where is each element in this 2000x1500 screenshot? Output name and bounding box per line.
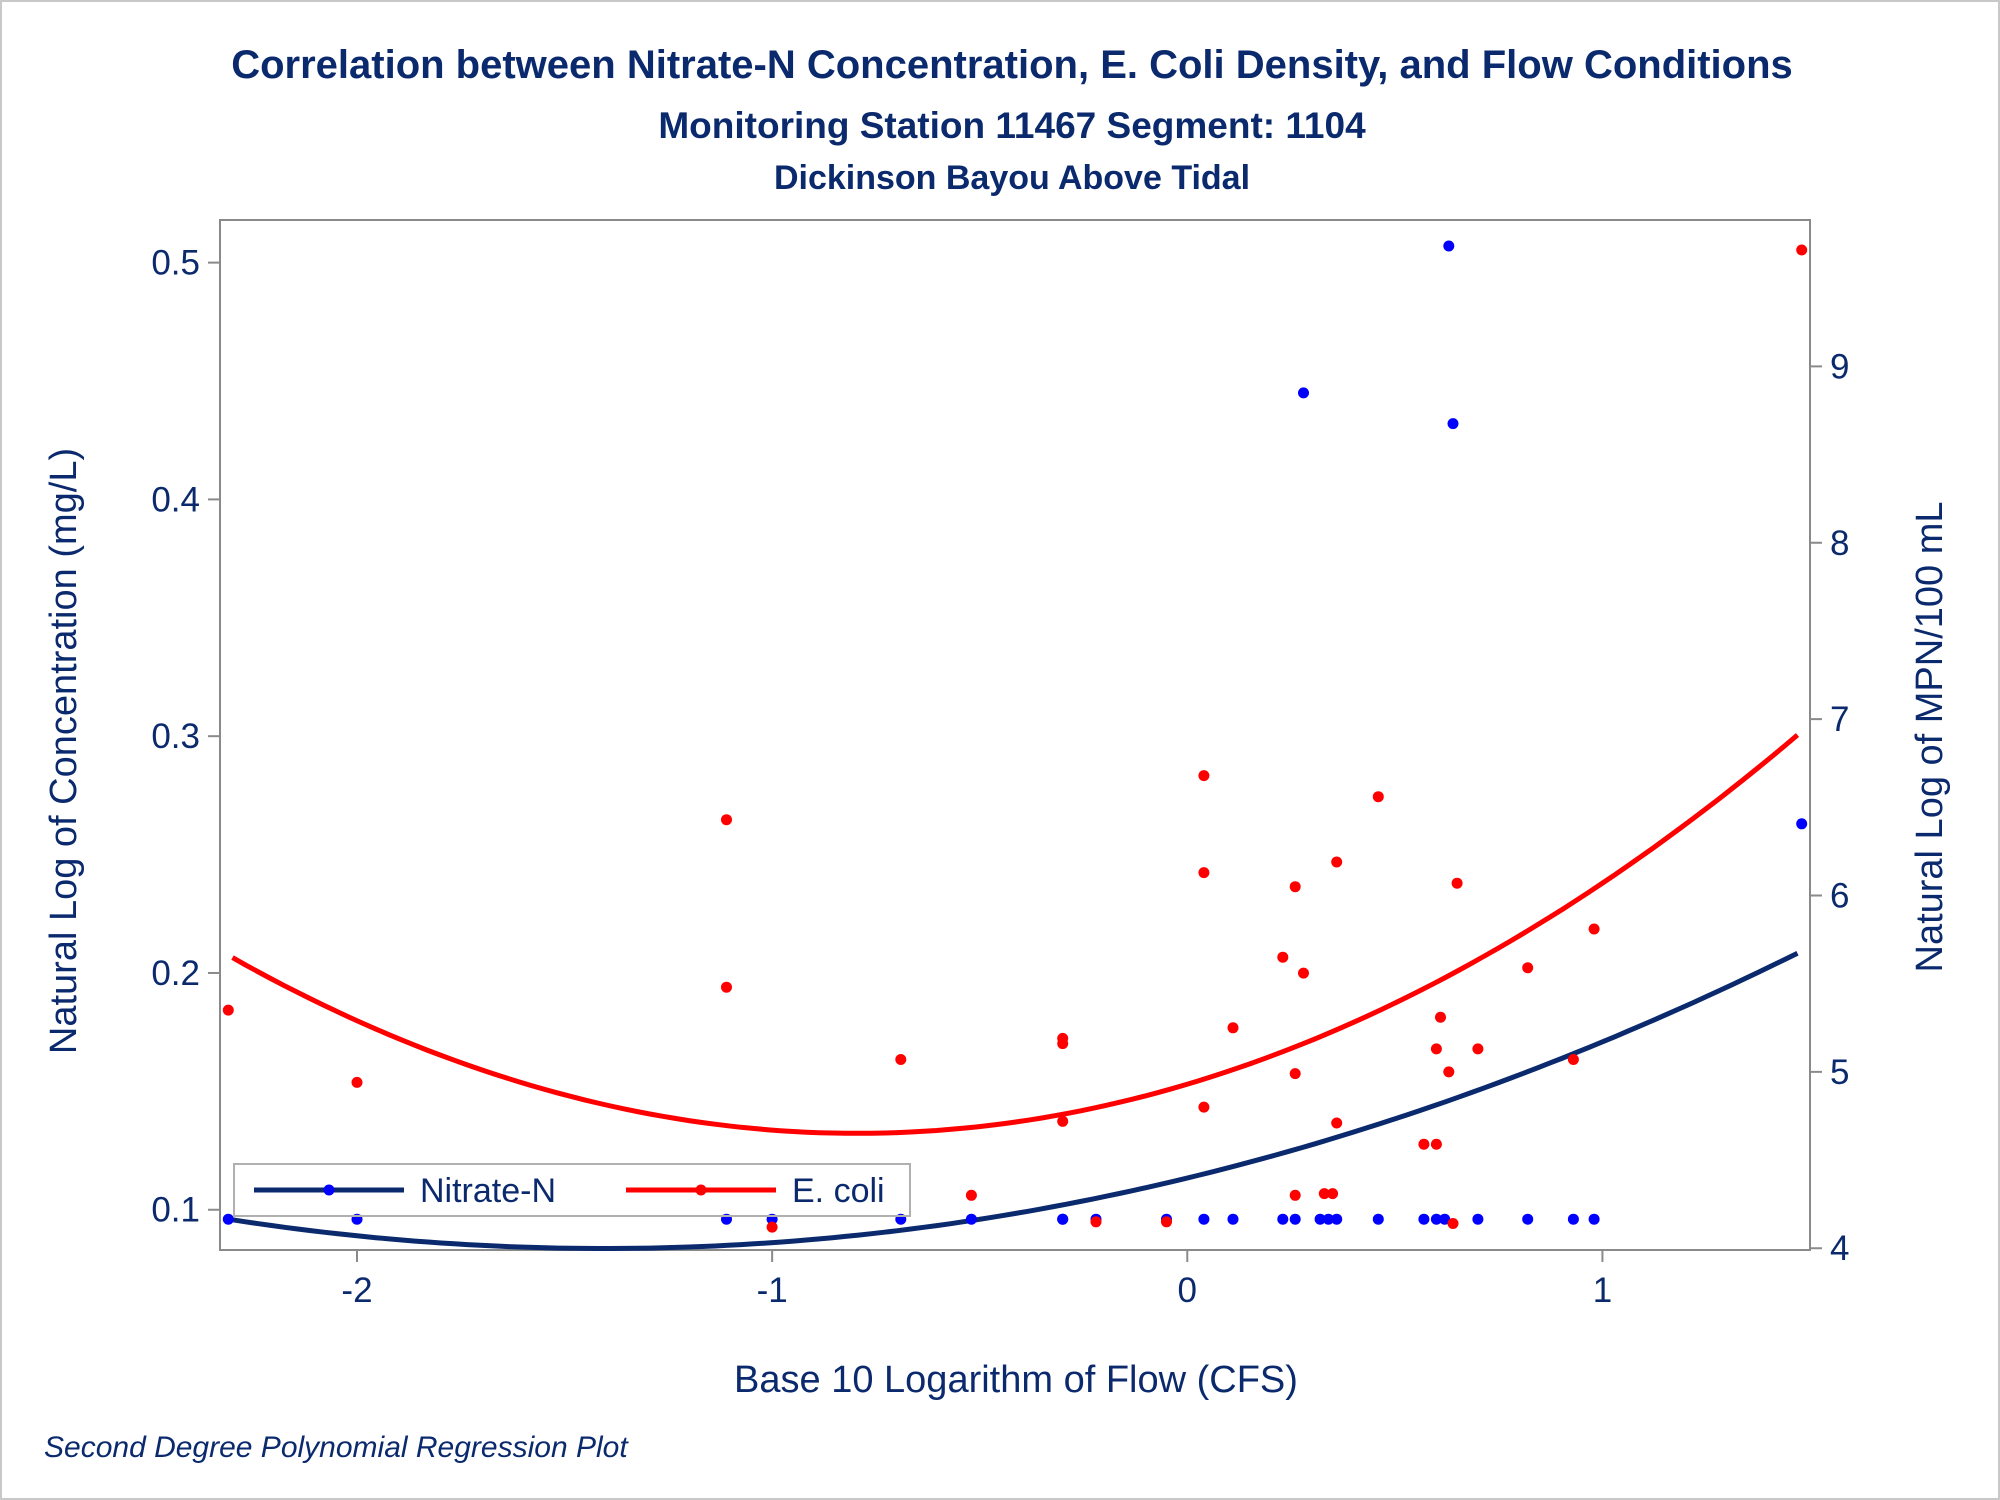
ecoli-point <box>1289 1068 1301 1080</box>
y2-tick-label: 4 <box>1830 1229 1849 1268</box>
ecoli-point <box>1057 1038 1069 1050</box>
chart-subtitle-location: Dickinson Bayou Above Tidal <box>774 159 1250 197</box>
ecoli-point <box>1198 1101 1210 1113</box>
ecoli-point <box>1298 967 1309 979</box>
legend-swatch-marker <box>695 1184 707 1196</box>
ecoli-point <box>965 1189 977 1201</box>
legend-swatch-marker <box>323 1184 335 1196</box>
y2-tick-label: 7 <box>1830 700 1849 739</box>
x-axis-label: Base 10 Logarithm of Flow (CFS) <box>734 1359 1298 1401</box>
legend-label: E. coli <box>792 1172 885 1210</box>
ecoli-point <box>1327 1188 1339 1200</box>
ecoli-point <box>1331 856 1343 868</box>
ecoli-point <box>1447 1218 1459 1229</box>
ecoli-point <box>1796 244 1808 256</box>
ecoli-point <box>1567 1054 1579 1065</box>
y-tick-label: 0.1 <box>151 1191 200 1230</box>
nitrate-point <box>1588 1213 1600 1225</box>
y-axis-label: Natural Log of Concentration (mg/L) <box>43 448 85 1054</box>
x-tick-label: 0 <box>1178 1271 1197 1310</box>
nitrate-point <box>1372 1213 1384 1225</box>
y2-axis-label: Natural Log of MPN/100 mL <box>1909 501 1951 972</box>
ecoli-point <box>1522 962 1534 974</box>
ecoli-point <box>1161 1216 1172 1228</box>
nitrate-point <box>1522 1213 1534 1225</box>
ecoli-point <box>1472 1043 1484 1055</box>
plot-frame <box>219 219 1811 1251</box>
x-tick-label: -1 <box>757 1271 788 1310</box>
nitrate-point <box>1331 1213 1343 1225</box>
ecoli-point <box>1090 1216 1102 1228</box>
ecoli-point <box>1318 1188 1330 1200</box>
chart-title: Correlation between Nitrate-N Concentrat… <box>231 43 1793 87</box>
nitrate-point <box>1314 1213 1326 1225</box>
nitrate-point <box>1057 1213 1069 1225</box>
ecoli-point <box>1588 923 1600 935</box>
ecoli-point <box>766 1221 778 1233</box>
nitrate-point <box>1430 1213 1442 1225</box>
regression-line-ecoli <box>231 733 1800 1136</box>
ecoli-point <box>1443 1066 1455 1078</box>
regression-line-nitrate <box>232 950 1799 1251</box>
y-tick-label: 0.5 <box>151 244 200 283</box>
ecoli-point <box>1418 1138 1430 1150</box>
nitrate-point <box>222 1213 234 1225</box>
nitrate-point <box>1418 1213 1430 1225</box>
ecoli-point <box>222 1004 234 1016</box>
ecoli-point <box>1289 1189 1301 1201</box>
chart-subtitle: Monitoring Station 11467 Segment: 1104 <box>658 105 1366 146</box>
ecoli-point <box>1331 1117 1343 1129</box>
ecoli-point <box>351 1076 363 1088</box>
y2-tick-label: 5 <box>1830 1053 1849 1092</box>
ecoli-point <box>1227 1022 1239 1034</box>
nitrate-point <box>1439 1213 1451 1225</box>
footnote: Second Degree Polynomial Regression Plot <box>44 1431 629 1464</box>
legend-label: Nitrate-N <box>420 1172 556 1210</box>
y2-tick-label: 9 <box>1830 347 1849 386</box>
ecoli-point <box>1057 1115 1069 1127</box>
nitrate-point <box>1322 1213 1334 1225</box>
ecoli-point <box>1289 881 1301 893</box>
x-tick-label: -2 <box>341 1271 372 1310</box>
y-tick-label: 0.2 <box>151 954 200 993</box>
ecoli-point <box>1430 1043 1442 1055</box>
y2-tick-label: 8 <box>1830 524 1849 563</box>
ecoli-point <box>1435 1011 1446 1023</box>
nitrate-point <box>1277 1213 1289 1225</box>
plot-area: -2 -1 0 1 0.1 0.2 0.3 0.4 0.5 4 5 6 7 8 9 Nitrate-N E. c… <box>151 219 1849 1310</box>
nitrate-point <box>1289 1213 1301 1225</box>
ecoli-point <box>1277 951 1289 963</box>
ecoli-point <box>895 1054 907 1065</box>
ecoli-point <box>1430 1138 1442 1150</box>
ecoli-point <box>1451 877 1463 889</box>
y-tick-label: 0.4 <box>151 480 200 519</box>
nitrate-point <box>1198 1213 1210 1225</box>
ecoli-point <box>721 814 732 826</box>
legend-box <box>233 1163 911 1217</box>
y-tick-label: 0.3 <box>151 717 200 756</box>
nitrate-point <box>1298 387 1309 399</box>
nitrate-point <box>1443 240 1455 252</box>
ecoli-point <box>721 981 732 993</box>
ecoli-point <box>1198 770 1210 782</box>
nitrate-point <box>965 1213 977 1225</box>
ecoli-point <box>1372 791 1384 803</box>
x-tick-label: 1 <box>1593 1271 1612 1310</box>
nitrate-point <box>1227 1213 1239 1225</box>
ecoli-point <box>1198 867 1210 879</box>
y2-tick-label: 6 <box>1830 876 1849 915</box>
nitrate-point <box>1567 1213 1579 1225</box>
nitrate-point <box>1447 418 1459 430</box>
nitrate-point <box>1472 1213 1484 1225</box>
nitrate-point <box>1796 818 1808 830</box>
